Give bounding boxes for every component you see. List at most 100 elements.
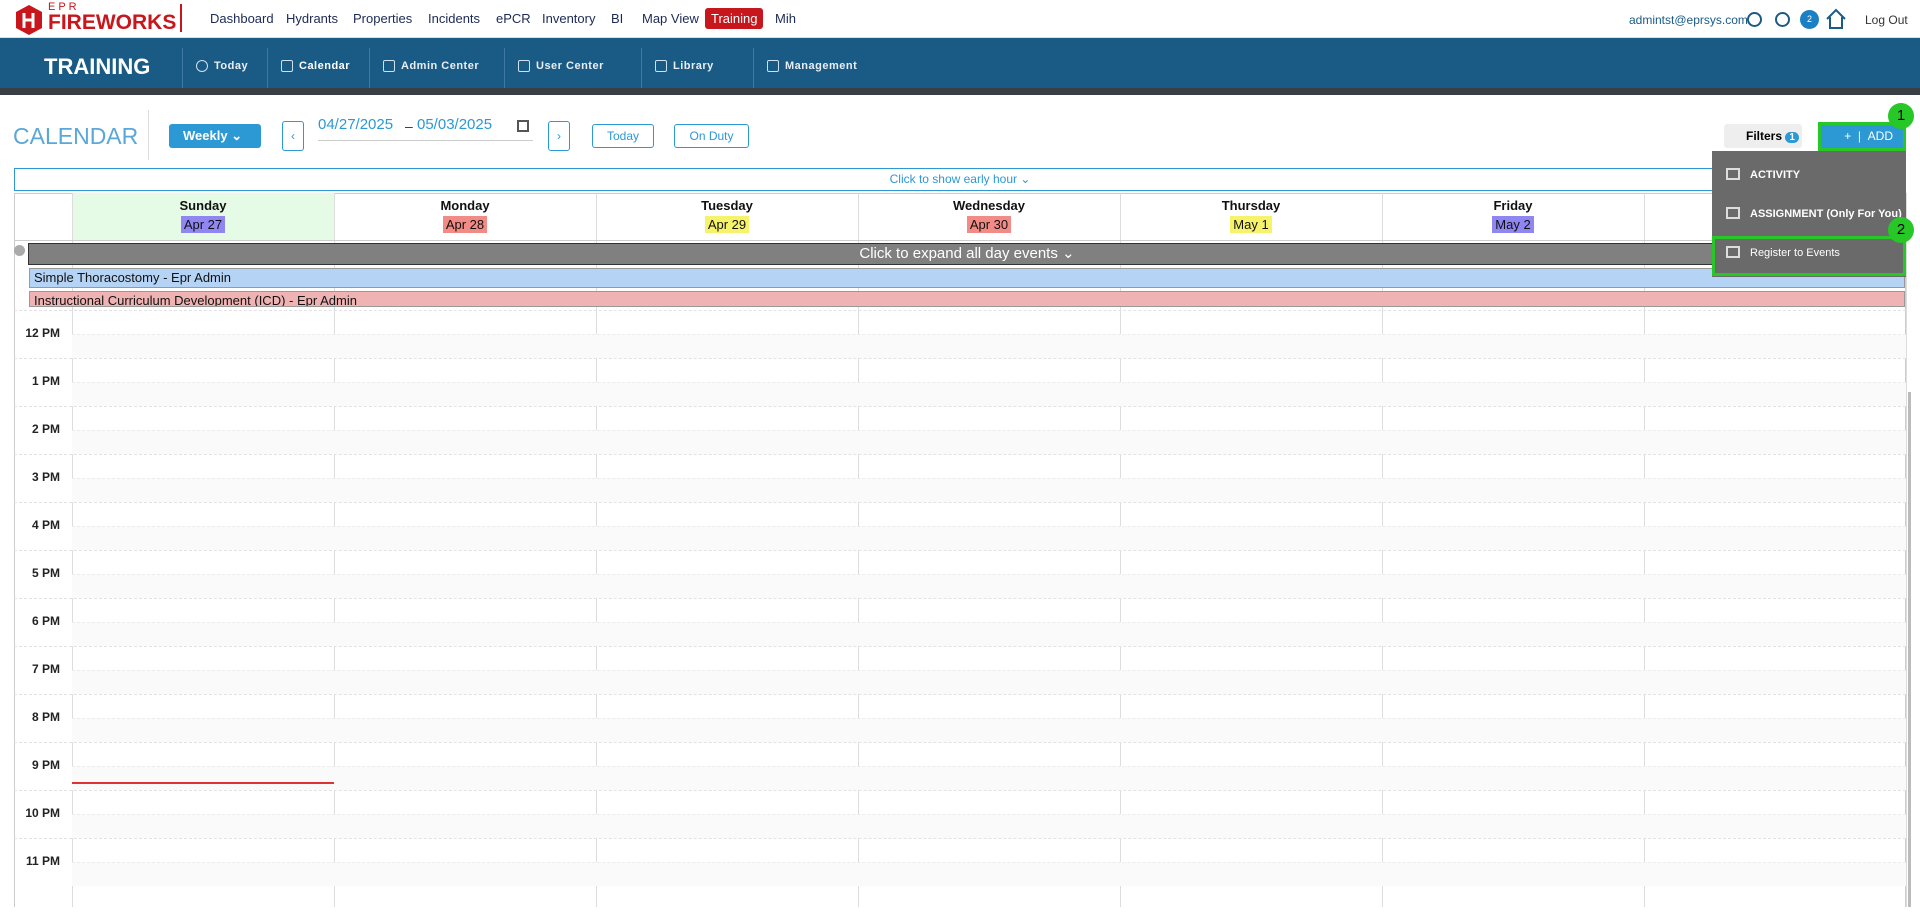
view-label: Weekly — [183, 128, 228, 143]
tab[interactable]: Admin Center — [401, 60, 480, 72]
date-sep: – — [405, 118, 413, 134]
early-hour-bar[interactable]: Click to show early hour ⌄ — [14, 168, 1906, 191]
today-button[interactable]: Today — [592, 124, 654, 148]
half-hour-band — [72, 862, 1906, 886]
tab-icon — [655, 60, 667, 72]
half-hour-band — [72, 670, 1906, 694]
filters-button[interactable]: Filters 1 — [1724, 124, 1802, 148]
day-date: Apr 28 — [442, 216, 488, 233]
hour-line — [14, 310, 1906, 311]
logo: FIREWORKS — [48, 11, 177, 34]
nav-item[interactable]: Dashboard — [210, 11, 274, 26]
day-header: Monday Apr 28 — [334, 198, 596, 233]
hour-label: 11 PM — [25, 854, 60, 868]
logo-top: EPR — [48, 1, 80, 13]
separator — [369, 48, 370, 88]
module-title: TRAINING — [44, 54, 151, 79]
next-button[interactable]: › — [548, 121, 570, 151]
tab-icon — [767, 60, 779, 72]
dropdown-item[interactable]: Register to Events — [1750, 247, 1840, 259]
nav-item[interactable]: Incidents — [428, 11, 481, 26]
prev-button[interactable]: ‹ — [282, 121, 304, 151]
check-icon[interactable] — [1775, 12, 1790, 27]
hour-label: 2 PM — [31, 422, 60, 436]
add-button[interactable]: + | ADD — [1818, 122, 1906, 151]
hour-line — [14, 646, 1906, 647]
marker: 1 — [1888, 103, 1914, 129]
item-icon — [1726, 207, 1740, 219]
date-start[interactable]: 04/27/2025 — [318, 116, 394, 133]
separator — [267, 48, 268, 88]
nav-item[interactable]: BI — [611, 11, 624, 26]
half-hour-band — [72, 718, 1906, 742]
hour-label: 5 PM — [31, 566, 60, 580]
hour-label: 9 PM — [31, 758, 60, 772]
tab[interactable]: User Center — [536, 60, 604, 72]
hour-line — [14, 550, 1906, 551]
highlight — [1712, 236, 1906, 276]
add-label: ADD — [1867, 129, 1893, 143]
tab[interactable]: Library — [673, 60, 714, 72]
half-hour-band — [72, 382, 1906, 406]
date-underline — [318, 140, 533, 141]
hour-label: 8 PM — [31, 710, 60, 724]
nav-item[interactable]: Mih — [775, 11, 796, 26]
hour-label: 4 PM — [31, 518, 60, 532]
early-hour-label: Click to show early hour — [889, 172, 1017, 186]
nav-item[interactable]: Properties — [353, 11, 413, 26]
day-header: Tuesday Apr 29 — [596, 198, 858, 233]
logout[interactable]: Log Out — [1865, 13, 1908, 27]
calendar-icon[interactable] — [517, 120, 529, 132]
badge[interactable]: 2 — [1800, 10, 1819, 29]
hour-line — [14, 790, 1906, 791]
profile-icon[interactable] — [1747, 12, 1762, 27]
hour-label: 6 PM — [31, 614, 60, 628]
strip — [0, 88, 1920, 95]
column-line — [1906, 193, 1907, 907]
nav-item[interactable]: Training — [705, 8, 764, 29]
user[interactable]: admintst@eprsys.com — [1629, 13, 1748, 27]
item-icon — [1726, 168, 1740, 180]
tab[interactable]: Management — [785, 60, 858, 72]
scrollbar — [1908, 392, 1911, 907]
view-select[interactable]: Weekly ⌄ — [169, 124, 261, 148]
event[interactable]: Instructional Curriculum Development (IC… — [29, 291, 1905, 307]
hour-label: 7 PM — [31, 662, 60, 676]
nav-item[interactable]: Map View — [642, 11, 699, 26]
hour-label: 10 PM — [25, 806, 60, 820]
date-end[interactable]: 05/03/2025 — [417, 116, 493, 133]
day-name: Sunday — [179, 198, 227, 213]
day-date: Apr 27 — [180, 216, 226, 233]
on-duty-button[interactable]: On Duty — [674, 124, 749, 148]
all-day-bar[interactable]: Click to expand all day events ⌄ — [28, 243, 1906, 265]
tab[interactable]: Today — [214, 60, 249, 72]
day-name: Monday — [440, 198, 490, 213]
nav-item[interactable]: ePCR — [496, 11, 531, 26]
day-header: Friday May 2 — [1382, 198, 1644, 233]
home-icon[interactable] — [1825, 8, 1847, 30]
hour-line — [14, 454, 1906, 455]
half-hour-band — [72, 814, 1906, 838]
dropdown-item[interactable]: ASSIGNMENT (Only For You) — [1750, 208, 1902, 220]
tab[interactable]: Calendar — [299, 60, 351, 72]
marker: 2 — [1888, 217, 1914, 243]
hour-line — [14, 838, 1906, 839]
hour-line — [14, 694, 1906, 695]
hour-line — [14, 598, 1906, 599]
dropdown-item[interactable]: ACTIVITY — [1750, 169, 1801, 181]
item-icon — [1726, 246, 1740, 258]
tab-icon — [196, 60, 208, 72]
half-hour-band — [72, 526, 1906, 550]
day-date: Apr 29 — [704, 216, 750, 233]
divider — [180, 4, 182, 32]
event[interactable]: Simple Thoracostomy - Epr Admin — [29, 268, 1905, 288]
day-date: May 2 — [1492, 216, 1534, 233]
half-hour-band — [72, 334, 1906, 358]
nav-item[interactable]: Hydrants — [286, 11, 339, 26]
half-hour-band — [72, 478, 1906, 502]
filters-label: Filters — [1746, 129, 1783, 143]
hour-label: 3 PM — [31, 470, 60, 484]
hour-label: 1 PM — [31, 374, 60, 388]
nav-item[interactable]: Inventory — [542, 11, 596, 26]
